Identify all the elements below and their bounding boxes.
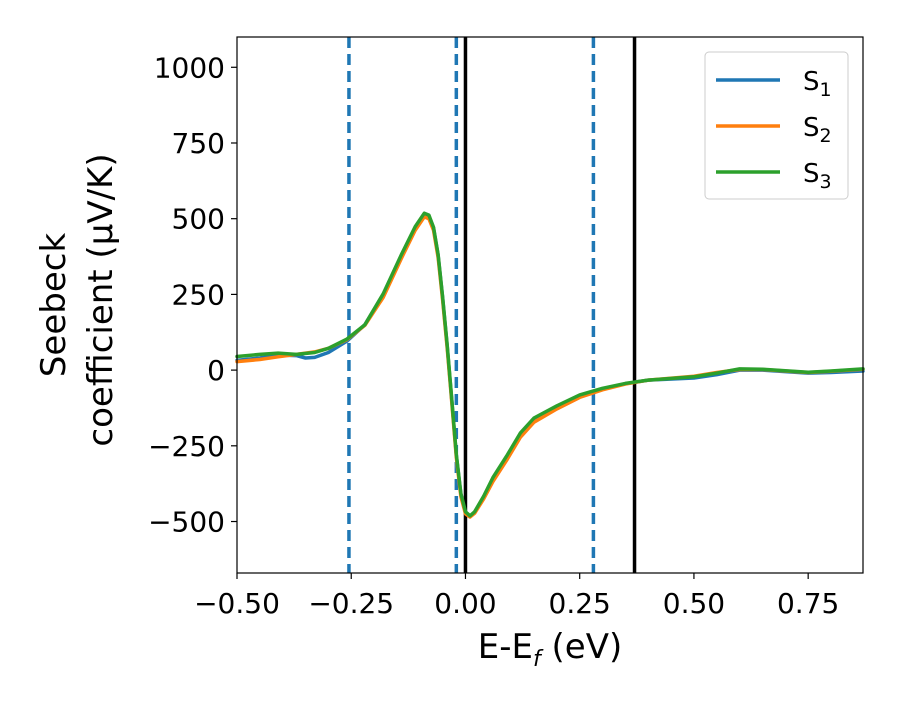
y-tick-label-1: −250 (148, 430, 225, 463)
axis-ticks: −0.50 −0.25 0.00 0.25 0.50 0.75 −500 −250 0 250 50… (148, 51, 839, 620)
y-tick-label-2: 0 (207, 354, 225, 387)
y-tick-label-0: −500 (148, 506, 225, 539)
y-axis-label-line2: coefficient (μV/K) (81, 153, 121, 446)
legend-label-s3: S3 (803, 159, 832, 193)
x-tick-label-3: 0.25 (549, 587, 611, 620)
series-line-s3 (235, 211, 865, 518)
y-tick-label-3: 250 (172, 278, 225, 311)
x-tick-label-2: 0.00 (434, 587, 496, 620)
series-lines (235, 211, 865, 519)
x-tick-label-5: 0.75 (777, 587, 839, 620)
series-line-s1 (235, 212, 865, 519)
y-tick-label-5: 750 (172, 127, 225, 160)
reference-lines (347, 37, 637, 573)
x-axis-label: E-Ef (eV) (478, 627, 623, 672)
x-tick-label-0: −0.50 (194, 587, 280, 620)
y-tick-label-4: 500 (172, 203, 225, 236)
x-axis-label-unit: (eV) (541, 627, 623, 667)
x-axis-label-subscript: f (533, 647, 544, 672)
x-tick-label-4: 0.50 (663, 587, 725, 620)
x-tick-label-1: −0.25 (308, 587, 394, 620)
legend-label-s2: S2 (803, 113, 832, 147)
legend: S1 S2 S3 (704, 51, 849, 200)
series-line-s2 (235, 215, 865, 519)
y-axis-label-line1: Seebeck (34, 233, 74, 378)
plot-frame (236, 36, 864, 574)
legend-label-s1: S1 (803, 67, 832, 101)
y-tick-label-6: 1000 (154, 51, 225, 84)
